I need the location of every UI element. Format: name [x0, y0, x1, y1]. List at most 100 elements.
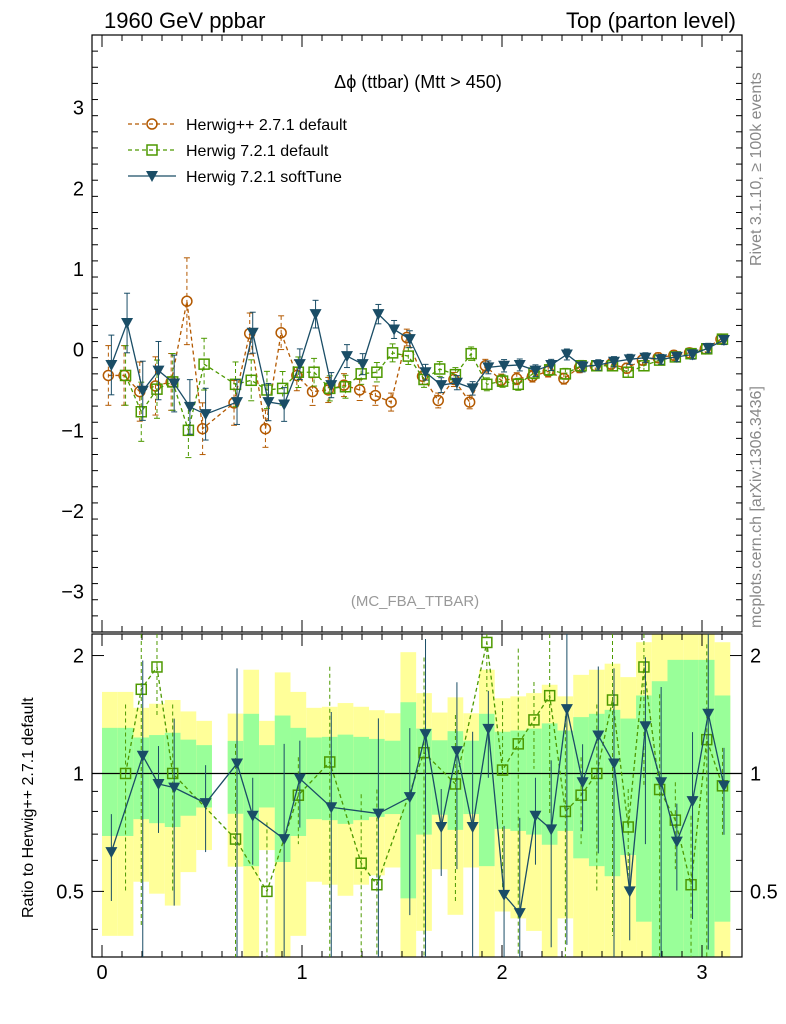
data-point-square [339, 380, 352, 393]
data-point-square [324, 756, 336, 768]
main-axis-ticks [92, 35, 742, 957]
data-point-square [245, 374, 257, 387]
data-point-triangle [309, 309, 322, 321]
data-point-circle [432, 394, 444, 407]
data-point-triangle [183, 401, 196, 413]
data-point-square [182, 424, 195, 437]
data-point-triangle [702, 708, 715, 720]
data-point-square [355, 368, 367, 380]
ratio-y-tick-label-right: 2 [750, 646, 761, 668]
data-point-triangle [152, 778, 165, 790]
y-tick-label: 1 [73, 259, 84, 281]
data-point-square [386, 347, 399, 359]
data-point-triangle [482, 362, 495, 374]
ratio-y-tick-label-right: 0.5 [750, 881, 778, 903]
ratio-y-tick-label: 2 [73, 646, 84, 668]
legend-label: Herwig++ 2.7.1 default [186, 117, 348, 134]
data-point-square [559, 368, 572, 380]
data-point-circle [385, 396, 397, 408]
ratio-band-green [369, 738, 385, 817]
data-point-triangle [686, 349, 699, 361]
data-point-square [261, 885, 273, 898]
data-point-square [543, 689, 556, 702]
data-point-triangle [136, 385, 149, 397]
data-point-square [276, 382, 289, 395]
series-line [124, 338, 723, 433]
ratio-band-green [667, 659, 684, 957]
data-point-triangle [278, 399, 291, 411]
data-point-square [146, 144, 158, 156]
ratio-band-green [463, 740, 479, 815]
data-point-triangle [466, 383, 479, 395]
data-point-square [135, 406, 148, 418]
data-point-triangle [592, 730, 605, 742]
data-point-triangle [231, 397, 244, 409]
data-point-square [371, 366, 383, 378]
data-point-square [166, 767, 179, 780]
data-point-triangle [403, 334, 416, 346]
data-point-square [119, 369, 132, 382]
data-point-triangle [325, 802, 338, 814]
x-tick-label: 3 [696, 962, 707, 984]
data-point-circle [369, 389, 382, 402]
data-point-square [481, 378, 493, 391]
ratio-series-0 [119, 634, 729, 957]
ratio-series-line [110, 708, 725, 915]
data-point-triangle [592, 359, 605, 371]
data-point-square [528, 714, 540, 726]
data-point-square [701, 733, 713, 746]
x-tick-label: 0 [96, 962, 107, 984]
ratio-band-green [636, 695, 652, 922]
data-point-triangle [623, 886, 636, 898]
series-2 [105, 292, 730, 441]
ratio-band-green [133, 737, 150, 820]
data-point-triangle [105, 359, 118, 371]
data-point-circle [275, 326, 287, 339]
data-point-triangle [450, 746, 463, 758]
data-point-triangle [246, 327, 259, 339]
ratio-band-green [274, 715, 291, 862]
ratio-band-green [510, 730, 527, 831]
data-point-triangle [246, 810, 259, 822]
ratio-band-green [180, 739, 197, 816]
data-point-circle [259, 422, 272, 435]
ratio-band-green [604, 709, 621, 877]
data-point-triangle [639, 352, 652, 364]
data-point-square [229, 833, 242, 845]
data-point-square [371, 878, 383, 891]
data-point-triangle [152, 365, 165, 377]
data-point-triangle [529, 365, 542, 377]
data-point-circle [353, 384, 366, 396]
ratio-y-tick-label: 1 [73, 763, 84, 785]
data-point-square [606, 694, 619, 706]
data-point-square [433, 363, 446, 375]
data-point-square [355, 857, 367, 869]
data-point-triangle [655, 354, 668, 366]
data-point-triangle [325, 380, 338, 392]
ratio-band-green [196, 745, 212, 808]
data-point-triangle [262, 397, 275, 409]
data-point-triangle [199, 798, 212, 810]
ratio-band-green [651, 681, 668, 957]
data-point-circle [620, 362, 633, 374]
ratio-band-green [306, 737, 322, 820]
ratio-y-tick-label-right: 1 [750, 763, 761, 785]
data-point-triangle [702, 343, 715, 355]
data-point-triangle [576, 777, 589, 789]
data-point-square [151, 383, 163, 395]
data-point-triangle [608, 758, 620, 770]
y-tick-label: 2 [73, 178, 84, 200]
data-point-triangle [419, 729, 432, 741]
ratio-plot-frame [91, 633, 743, 958]
data-point-triangle [403, 792, 416, 804]
ratio-band-green [683, 659, 699, 957]
data-point-triangle [340, 351, 353, 363]
data-point-triangle [545, 359, 558, 371]
data-point-triangle [450, 377, 463, 389]
data-point-triangle [560, 704, 573, 716]
legend: Herwig++ 2.7.1 default Herwig 7.2.1 defau… [128, 117, 348, 186]
data-point-triangle [372, 309, 385, 321]
data-point-square [575, 789, 587, 801]
data-point-square [638, 661, 650, 673]
main-plot-frame [91, 34, 743, 633]
